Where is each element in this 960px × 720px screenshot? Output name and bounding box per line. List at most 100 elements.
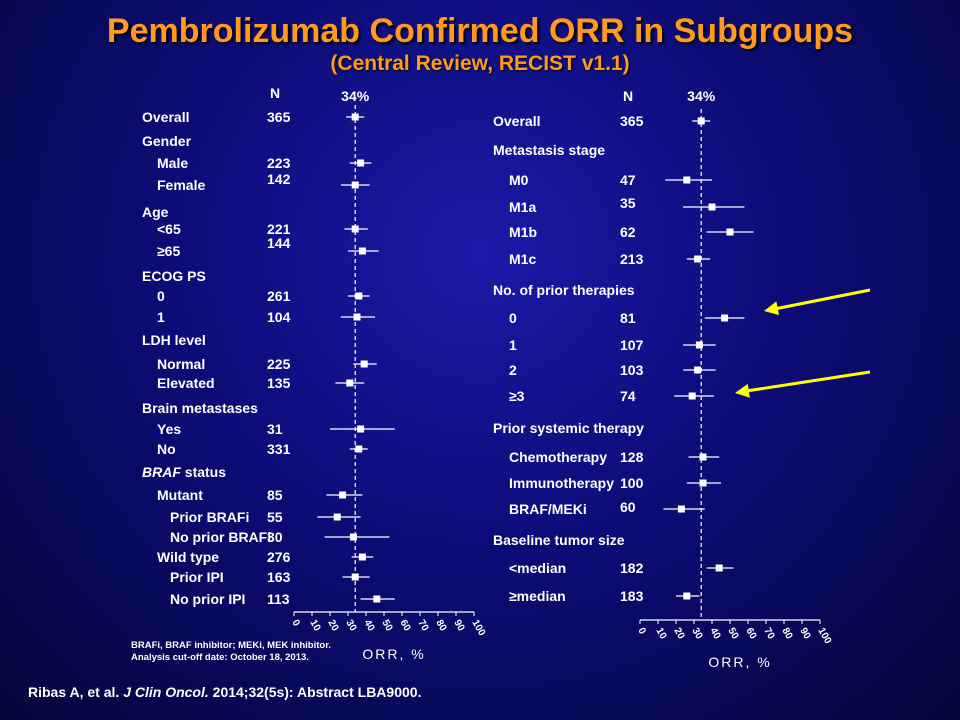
orr-point	[355, 445, 363, 453]
orr-point	[694, 366, 702, 374]
row-n-value: 62	[620, 224, 636, 240]
n-column-header: N	[623, 88, 633, 104]
subgroup-header: Metastasis stage	[493, 142, 605, 158]
annotation-arrow-head	[764, 301, 780, 316]
orr-point	[683, 592, 691, 600]
row-n-value: 113	[267, 591, 290, 607]
subgroup-header: LDH level	[142, 332, 206, 348]
row-n-value: 261	[267, 288, 291, 304]
x-tick-label: 40	[361, 618, 376, 634]
row-label: M1b	[509, 224, 537, 240]
page-title: Pembrolizumab Confirmed ORR in Subgroups	[106, 12, 854, 50]
citation-journal: J Clin Oncol.	[123, 684, 209, 700]
orr-point	[677, 505, 685, 513]
x-tick-label: 90	[797, 626, 812, 642]
orr-point	[708, 203, 716, 211]
row-n-value: 144	[267, 235, 291, 251]
citation-details: 2014;32(5s): Abstract LBA9000.	[212, 684, 422, 700]
orr-point	[357, 159, 365, 167]
row-label: Wild type	[157, 549, 219, 565]
row-label: Yes	[157, 421, 181, 437]
row-label: 1	[509, 337, 517, 353]
orr-point	[697, 117, 705, 125]
orr-point	[346, 379, 354, 387]
row-n-value: 142	[267, 171, 291, 187]
x-axis-label: ORR, %	[708, 654, 771, 670]
orr-point	[353, 313, 361, 321]
x-tick-label: 70	[415, 618, 430, 634]
row-label: Immunotherapy	[509, 475, 614, 491]
row-n-value: 221	[267, 221, 291, 237]
citation: Ribas A, et al. J Clin Oncol. 2014;32(5s…	[28, 684, 421, 700]
row-label: <median	[509, 560, 566, 576]
reference-line-label: 34%	[341, 88, 370, 104]
x-tick-label: 50	[379, 618, 394, 634]
row-label: Prior IPI	[170, 569, 224, 585]
subgroup-header: Baseline tumor size	[493, 532, 625, 548]
row-label: 1	[157, 309, 165, 325]
x-tick-label: 30	[689, 626, 704, 642]
row-n-value: 35	[620, 195, 636, 211]
x-tick-label: 0	[289, 618, 302, 629]
row-label: ≥65	[157, 243, 180, 259]
row-n-value: 85	[267, 487, 283, 503]
row-label: Chemotherapy	[509, 449, 607, 465]
row-label: No prior IPI	[170, 591, 245, 607]
row-label: Female	[157, 177, 205, 193]
orr-point	[355, 292, 363, 300]
row-n-value: 55	[267, 509, 283, 525]
row-label: ≥median	[509, 588, 566, 604]
row-n-value: 182	[620, 560, 644, 576]
row-label: 2	[509, 362, 517, 378]
row-label: BRAF/MEKi	[509, 501, 587, 517]
subgroup-header: No. of prior therapies	[493, 282, 635, 298]
orr-point	[726, 228, 734, 236]
orr-point	[699, 479, 707, 487]
orr-point	[699, 453, 707, 461]
row-n-value: 163	[267, 569, 291, 585]
orr-point	[351, 181, 359, 189]
orr-point	[694, 255, 702, 263]
row-label: Overall	[493, 113, 540, 129]
orr-point	[351, 225, 359, 233]
row-label: ≥3	[509, 388, 525, 404]
row-n-value: 135	[267, 375, 291, 391]
orr-point	[683, 176, 691, 184]
row-label: Normal	[157, 356, 205, 372]
row-label: M1a	[509, 199, 536, 215]
x-tick-label: 50	[725, 626, 740, 642]
x-tick-label: 70	[761, 626, 776, 642]
annotation-arrow-head	[735, 383, 750, 398]
x-tick-label: 100	[815, 626, 833, 646]
row-label: 0	[157, 288, 165, 304]
subgroup-header: Age	[142, 204, 169, 220]
row-n-value: 365	[620, 113, 644, 129]
subgroup-header: BRAF status	[142, 464, 226, 480]
orr-point	[715, 564, 723, 572]
footnote-line-2: Analysis cut-off date: October 18, 2013.	[131, 652, 309, 663]
orr-point	[721, 314, 729, 322]
footnote-line-1: BRAFi, BRAF inhibitor; MEKi, MEK inhibit…	[131, 640, 332, 651]
row-n-value: 276	[267, 549, 291, 565]
row-n-value: 47	[620, 172, 636, 188]
x-tick-label: 80	[779, 626, 794, 642]
orr-point	[688, 392, 696, 400]
orr-point	[357, 425, 365, 433]
row-n-value: 74	[620, 388, 636, 404]
row-n-value: 30	[267, 529, 283, 545]
x-tick-label: 60	[397, 618, 412, 634]
row-label: No prior BRAFi	[170, 529, 271, 545]
subgroup-header-italic: BRAF	[142, 464, 181, 480]
x-tick-label: 10	[653, 626, 668, 642]
row-n-value: 331	[267, 441, 291, 457]
reference-line-label: 34%	[687, 88, 716, 104]
row-label: Male	[157, 155, 188, 171]
x-tick-label: 60	[743, 626, 758, 642]
row-label: Mutant	[157, 487, 203, 503]
row-label: M0	[509, 172, 529, 188]
orr-point	[373, 595, 381, 603]
x-tick-label: 90	[451, 618, 466, 634]
orr-point	[351, 573, 359, 581]
row-label: Prior BRAFi	[170, 509, 249, 525]
orr-point	[333, 513, 341, 521]
